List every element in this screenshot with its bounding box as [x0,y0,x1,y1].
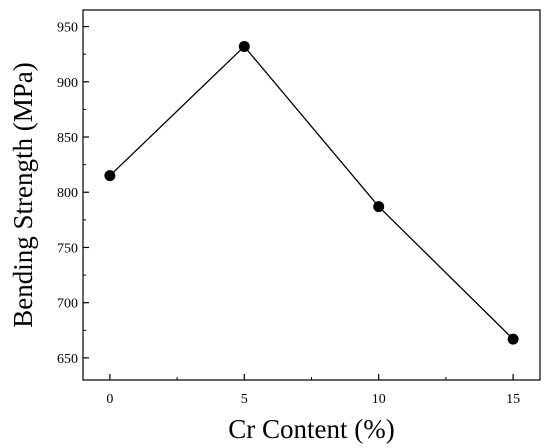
x-tick-label: 15 [506,392,520,407]
plot-frame [82,9,541,381]
major-ticks [83,25,514,380]
series-line [109,45,514,340]
y-tick-label: 650 [57,352,78,367]
x-tick-label: 10 [372,392,386,407]
tick-labels: 0 5 10 15 650 700 750 800 850 900 950 [57,21,520,407]
y-tick-label: 700 [57,297,78,312]
x-tick-label: 0 [106,392,113,407]
series-layer [104,40,519,345]
y-tick-label: 950 [57,21,78,36]
minor-ticks [83,53,447,380]
data-point [238,40,250,52]
data-point [507,333,519,345]
data-point [104,170,116,182]
data-point [373,201,385,213]
y-tick-label: 900 [57,76,78,91]
y-tick-label: 850 [57,131,78,146]
y-tick-label: 800 [57,186,78,201]
x-tick-label: 5 [241,392,248,407]
x-axis-title: Cr Content (%) [228,414,394,444]
y-tick-label: 750 [57,241,78,256]
y-axis-title: Bending Strength (MPa) [8,62,38,327]
